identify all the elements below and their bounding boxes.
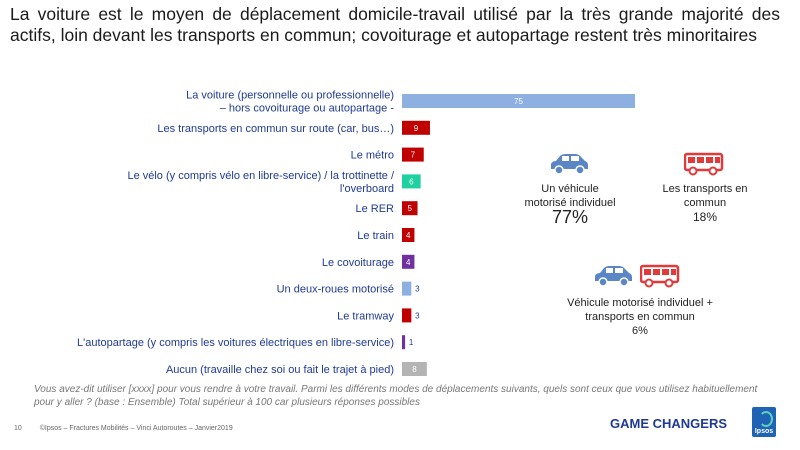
bar-value-3: 6 [409, 177, 414, 186]
brand-tagline: GAME CHANGERS [610, 416, 728, 431]
bar-1 [402, 120, 430, 135]
transit-summary-line1: Les transports en [662, 183, 748, 195]
category-label-5: Le train [357, 230, 394, 242]
category-label-7: Un deux-roues motorisé [277, 284, 394, 296]
transit-summary-line2: commun [683, 197, 727, 209]
bar-value-6: 4 [406, 258, 411, 267]
source-text: ©Ipsos – Fractures Mobilités – Vinci Aut… [39, 425, 233, 432]
bar-8 [402, 308, 412, 323]
logo-swirl-icon [759, 411, 773, 427]
combined-summary-pct: 6% [632, 325, 648, 337]
category-label-3: Le vélo (y compris vélo en libre-service… [127, 170, 394, 195]
category-label-4: Le RER [355, 203, 394, 215]
category-label-6: Le covoiturage [322, 257, 394, 269]
category-label-2: Le métro [351, 150, 394, 162]
bar-value-5: 4 [406, 231, 411, 240]
bar-value-4: 5 [408, 204, 413, 213]
category-label-1: Les transports en commun sur route (car,… [157, 123, 394, 135]
logo-text: Ipsos [754, 428, 774, 435]
page-number: 10 [14, 425, 22, 432]
category-label-9: L'autopartage (y compris les voitures él… [77, 337, 394, 349]
footer: 10 ©Ipsos – Fractures Mobilités – Vinci … [14, 425, 249, 432]
bar-0 [402, 94, 635, 108]
category-label-0: La voiture (personnelle ou professionnel… [186, 90, 394, 115]
bar-value-9: 1 [409, 338, 414, 347]
bar-value-7: 3 [415, 285, 420, 294]
bus-icon [684, 152, 724, 176]
combined-summary-line1: Véhicule motorisé individuel + [567, 297, 713, 309]
bar-value-2: 7 [411, 151, 416, 160]
bar-10 [402, 362, 427, 376]
ipsos-logo: Ipsos [752, 407, 776, 437]
car-summary-line1: Un véhicule [541, 183, 599, 195]
bar-value-1: 9 [414, 124, 419, 133]
bar-6 [402, 254, 415, 269]
bar-3 [402, 174, 421, 189]
combined-summary-line2: transports en commun [585, 311, 695, 323]
category-label-8: Le tramway [337, 310, 394, 322]
bar-7 [402, 281, 412, 296]
chart-title: La voiture est le moyen de déplacement d… [10, 4, 780, 45]
bar-9 [402, 335, 406, 350]
bar-value-10: 8 [412, 365, 417, 374]
bus-icon-combined [640, 264, 680, 288]
car-summary: Un véhicule motorisé individuel 77% [510, 182, 630, 227]
car-icon-combined [595, 266, 632, 287]
bar-value-0: 75 [514, 97, 523, 106]
car-summary-pct: 77% [551, 207, 589, 227]
bar-5 [402, 228, 415, 242]
bar-4 [402, 201, 418, 216]
question-note: Vous avez-dit utiliser [xxxx] pour vous … [34, 384, 758, 408]
transit-summary-pct: 18% [692, 210, 718, 224]
bar-value-8: 3 [415, 311, 420, 320]
category-label-10: Aucun (travaille chez soi ou fait le tra… [166, 364, 394, 376]
car-summary-line2: motorisé individuel [524, 197, 616, 209]
bar-2 [402, 147, 424, 162]
transit-summary: Les transports en commun 18% [645, 182, 765, 224]
car-icon [551, 154, 588, 175]
combined-summary: Véhicule motorisé individuel + transport… [555, 296, 725, 338]
